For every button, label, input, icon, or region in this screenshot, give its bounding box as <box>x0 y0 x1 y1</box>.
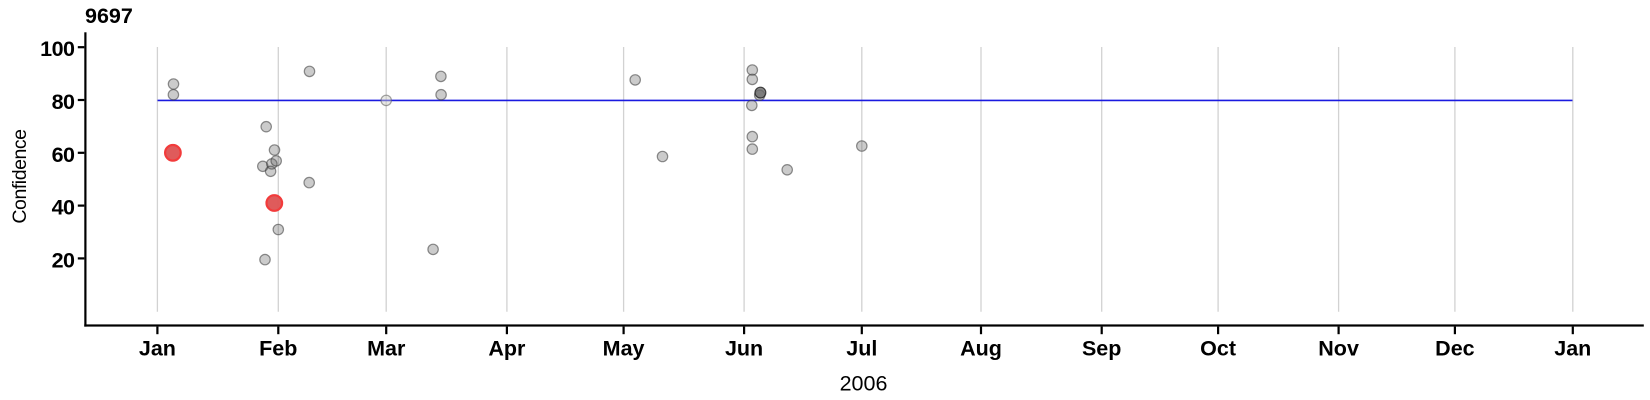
svg-text:Mar: Mar <box>367 336 406 360</box>
svg-text:Jun: Jun <box>725 336 763 360</box>
svg-text:60: 60 <box>52 143 75 167</box>
svg-text:2006: 2006 <box>840 372 888 396</box>
svg-text:9697: 9697 <box>85 4 133 28</box>
svg-text:100: 100 <box>40 37 75 61</box>
svg-text:May: May <box>603 336 645 360</box>
svg-text:Jan: Jan <box>1554 336 1591 360</box>
svg-text:Nov: Nov <box>1318 336 1359 360</box>
svg-text:Feb: Feb <box>259 336 297 360</box>
svg-text:20: 20 <box>52 248 75 272</box>
svg-text:80: 80 <box>52 90 75 114</box>
svg-text:Aug: Aug <box>960 336 1002 360</box>
svg-text:Jan: Jan <box>139 336 176 360</box>
svg-text:Oct: Oct <box>1200 336 1236 360</box>
svg-text:40: 40 <box>52 196 75 220</box>
svg-text:Apr: Apr <box>488 336 526 360</box>
svg-text:Jul: Jul <box>846 336 877 360</box>
svg-text:Confidence: Confidence <box>9 129 31 223</box>
svg-text:Sep: Sep <box>1082 336 1121 360</box>
svg-text:Dec: Dec <box>1435 336 1474 360</box>
